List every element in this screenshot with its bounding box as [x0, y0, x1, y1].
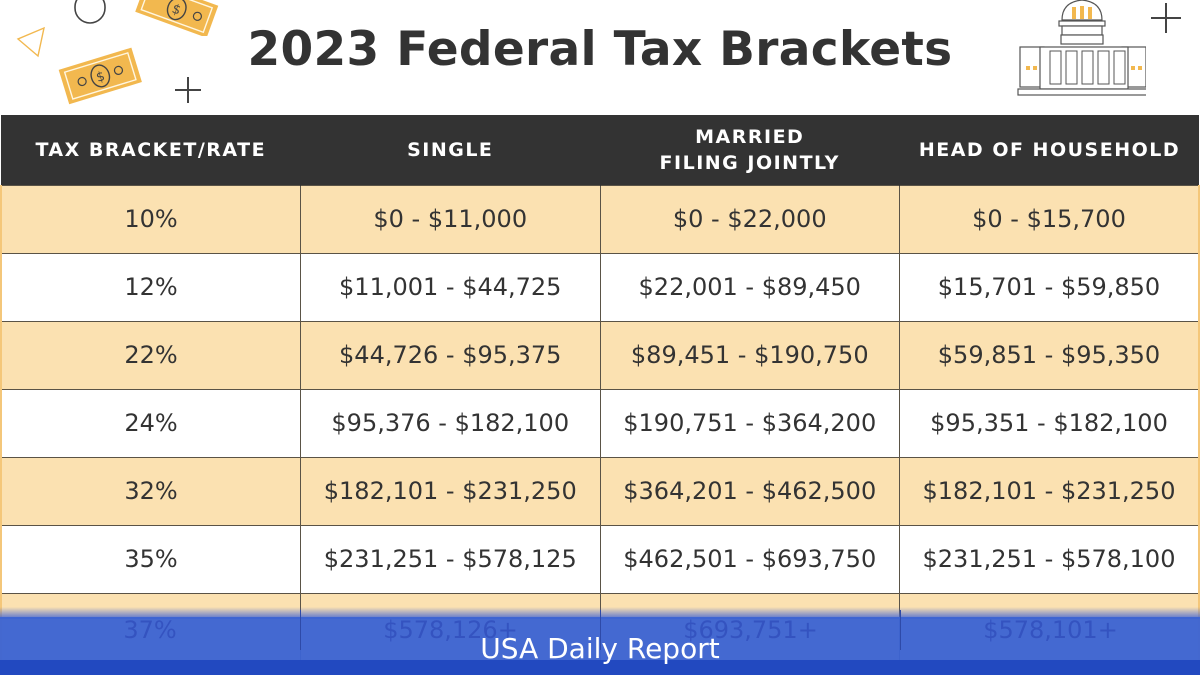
- single-cell: $182,101 - $231,250: [300, 456, 600, 525]
- married-cell: $0 - $22,000: [599, 184, 900, 253]
- table-row: 35% $231,251 - $578,125 $462,501 - $693,…: [0, 524, 1200, 593]
- rate-cell: 32%: [0, 456, 301, 525]
- hoh-cell: $59,851 - $95,350: [899, 320, 1200, 389]
- hoh-cell: $15,701 - $59,850: [899, 252, 1200, 321]
- rate-cell: 12%: [0, 252, 301, 321]
- table-row: 32% $182,101 - $231,250 $364,201 - $462,…: [0, 456, 1200, 525]
- table-row: 24% $95,376 - $182,100 $190,751 - $364,2…: [0, 388, 1200, 457]
- dollar-bill-icon: $: [135, 0, 219, 36]
- hoh-cell: $231,251 - $578,100: [899, 524, 1200, 593]
- column-header-married: MARRIED FILING JOINTLY: [599, 115, 900, 185]
- rate-cell: 24%: [0, 388, 301, 457]
- column-header-head-of-household: HEAD OF HOUSEHOLD: [899, 115, 1199, 185]
- married-cell: $693,751+: [600, 610, 900, 650]
- rate-cell: 22%: [0, 320, 301, 389]
- hoh-cell: $578,101+: [900, 610, 1200, 650]
- single-cell: $95,376 - $182,100: [300, 388, 600, 457]
- hoh-cell: $95,351 - $182,100: [899, 388, 1200, 457]
- dollar-bill-icon: $: [58, 47, 142, 105]
- married-cell: $364,201 - $462,500: [599, 456, 900, 525]
- married-cell: $462,501 - $693,750: [599, 524, 900, 593]
- married-cell: $190,751 - $364,200: [599, 388, 900, 457]
- tax-brackets-table: TAX BRACKET/RATE SINGLE MARRIED FILING J…: [0, 115, 1200, 661]
- column-header-married-line2: FILING JOINTLY: [659, 151, 840, 174]
- table-row-obscured: 37% $578,126+ $693,751+ $578,101+: [0, 610, 1200, 650]
- rate-cell: 10%: [0, 184, 301, 253]
- rate-cell: 35%: [0, 524, 301, 593]
- single-cell: $231,251 - $578,125: [300, 524, 600, 593]
- single-cell: $578,126+: [300, 610, 600, 650]
- banner-title: USA Daily Report: [480, 632, 720, 665]
- plus-icon: [175, 77, 201, 103]
- rate-cell: 37%: [123, 616, 177, 644]
- triangle-icon: [16, 26, 45, 58]
- table-row: 10% $0 - $11,000 $0 - $22,000 $0 - $15,7…: [0, 184, 1200, 253]
- header-area: $ $ 2023 Federal Tax Brackets: [0, 0, 1200, 115]
- column-header-rate: TAX BRACKET/RATE: [0, 115, 301, 185]
- page-title: 2023 Federal Tax Brackets: [247, 22, 953, 77]
- column-header-single: SINGLE: [300, 115, 600, 185]
- capitol-building-icon: [1017, 0, 1146, 96]
- single-cell: $11,001 - $44,725: [300, 252, 600, 321]
- table-header-row: TAX BRACKET/RATE SINGLE MARRIED FILING J…: [0, 115, 1199, 185]
- table-row: 12% $11,001 - $44,725 $22,001 - $89,450 …: [0, 252, 1200, 321]
- table-row: 22% $44,726 - $95,375 $89,451 - $190,750…: [0, 320, 1200, 389]
- capsule-icon: [74, 0, 106, 24]
- plus-icon: [1151, 3, 1181, 33]
- hoh-cell: $182,101 - $231,250: [899, 456, 1200, 525]
- married-cell: $89,451 - $190,750: [599, 320, 900, 389]
- married-cell: $22,001 - $89,450: [599, 252, 900, 321]
- hoh-cell: $0 - $15,700: [899, 184, 1200, 253]
- column-header-married-line1: MARRIED: [695, 125, 805, 148]
- banner-bottom-strip: [0, 660, 1200, 675]
- single-cell: $0 - $11,000: [300, 184, 600, 253]
- single-cell: $44,726 - $95,375: [300, 320, 600, 389]
